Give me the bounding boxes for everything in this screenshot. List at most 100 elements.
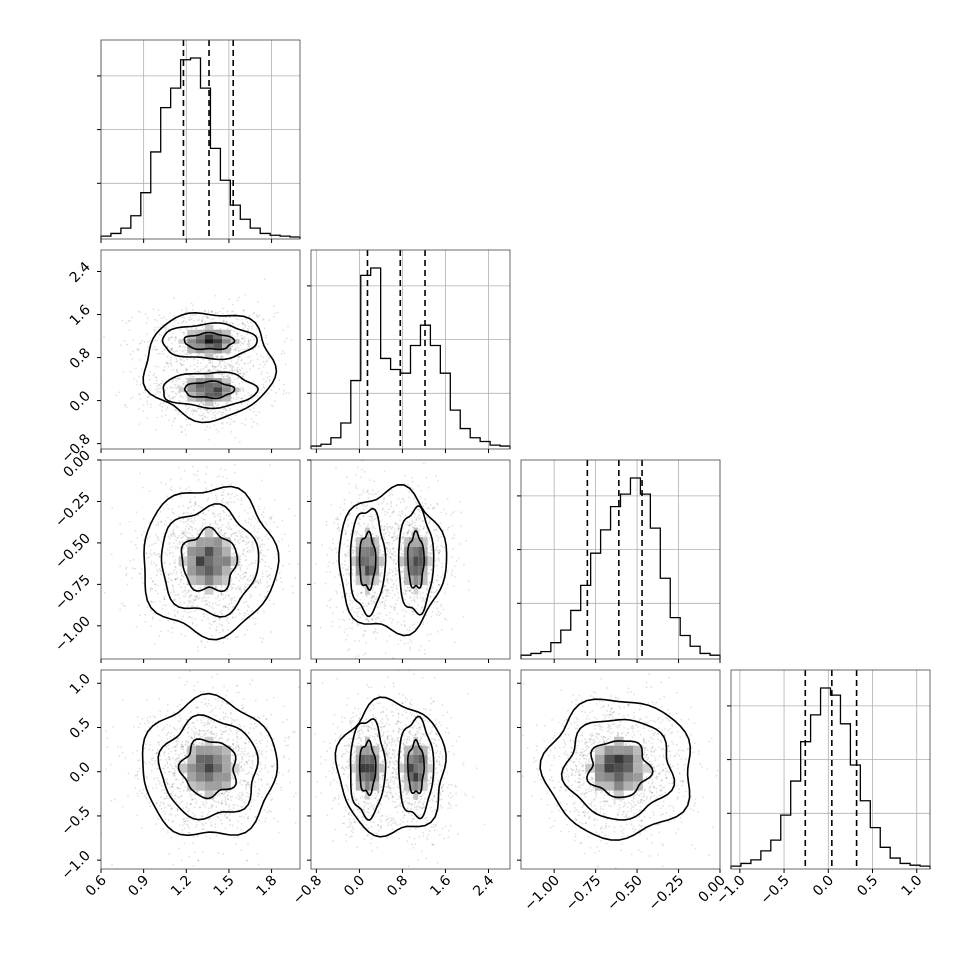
scatter-point [111,507,114,510]
scatter-point [166,361,168,364]
scatter-point [183,589,186,592]
scatter-point [223,809,226,811]
histogram-step [100,57,301,239]
scatter-point [185,411,188,413]
scatter-point [176,737,179,740]
scatter-point [244,423,247,426]
scatter-point [234,437,237,440]
scatter-point [223,792,226,794]
scatter-point [418,514,421,517]
scatter-point [227,492,230,495]
scatter-point [225,813,228,816]
density-cell [178,339,188,344]
scatter-point [154,349,157,351]
panel-frame [100,39,301,240]
scatter-point [181,346,184,348]
scatter-point [234,525,237,527]
scatter-point [246,567,249,570]
scatter-point [202,353,205,356]
scatter-point [407,642,409,644]
scatter-point [282,393,285,395]
scatter-point [120,533,122,536]
scatter-point [167,338,170,341]
scatter-point [337,573,340,576]
scatter-point [158,383,161,386]
scatter-point [386,542,388,544]
scatter-point [189,599,192,602]
scatter-point [198,729,201,732]
scatter-point [186,604,189,607]
scatter-point [192,410,195,412]
scatter-point [232,778,235,780]
scatter-point [422,505,425,508]
density-cell [222,387,231,393]
scatter-point [236,535,239,538]
scatter-point [119,608,121,611]
scatter-point [193,610,195,613]
scatter-point [362,488,365,491]
scatter-point [231,345,234,347]
scatter-point [165,414,167,417]
scatter-point [266,740,269,743]
scatter-point [174,336,177,338]
scatter-point [242,376,245,378]
scatter-point [262,366,265,368]
scatter-point [174,417,177,420]
density-cell [404,575,409,586]
scatter-point [247,327,249,330]
scatter-point [146,557,149,559]
scatter-point [243,601,246,604]
scatter-point [346,568,349,571]
scatter-point [225,421,228,424]
scatter-point [285,392,288,394]
scatter-point [170,631,173,634]
scatter-point [452,548,454,550]
scatter-point [412,521,414,524]
scatter-point [243,340,246,343]
scatter-point [242,577,245,580]
scatter-point [234,532,237,535]
scatter-point [152,374,155,377]
scatter-point [185,377,188,379]
scatter-point [249,394,251,397]
scatter-point [331,612,334,615]
scatter-point [264,565,267,568]
scatter-point [259,636,262,639]
scatter-point [215,428,218,431]
scatter-point [389,525,391,528]
scatter-point [104,768,107,770]
scatter-point [395,538,398,540]
scatter-point [247,537,249,540]
scatter-point [206,722,209,725]
scatter-point [406,533,408,536]
scatter-point [404,593,407,595]
scatter-point [233,807,235,809]
scatter-point [191,308,194,311]
scatter-point [181,381,184,383]
scatter-point [239,725,242,728]
scatter-point [212,411,215,414]
scatter-point [145,552,148,555]
density-cell [408,556,414,566]
scatter-point [349,603,351,606]
scatter-point [397,577,399,580]
scatter-point [360,592,363,594]
scatter-point [380,620,382,623]
scatter-point [226,327,229,330]
scatter-point [224,409,227,412]
scatter-point [138,759,141,762]
scatter-point [218,410,221,413]
density-cell [204,378,214,383]
scatter-point [269,375,271,378]
scatter-point [179,362,181,364]
scatter-point [259,579,262,582]
scatter-point [245,371,248,373]
scatter-point [174,336,177,339]
scatter-point [246,512,249,515]
scatter-point [248,606,250,608]
scatter-point [152,612,155,615]
scatter-point [346,476,348,478]
scatter-point [229,409,231,412]
scatter-point [175,358,178,360]
scatter-point [138,423,141,425]
